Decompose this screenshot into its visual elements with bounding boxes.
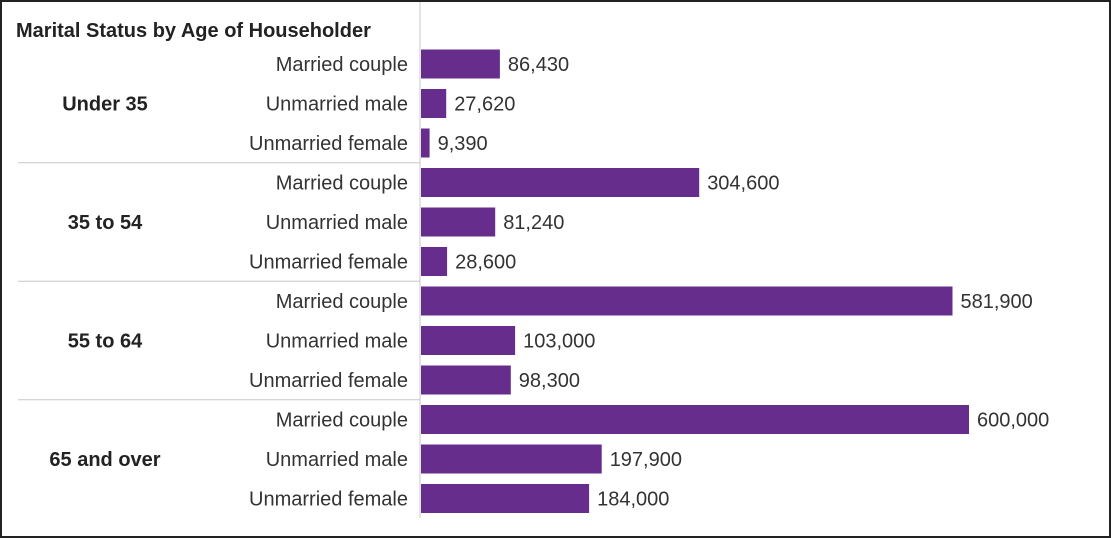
value-label: 197,900 [610,449,682,471]
bar [421,286,953,316]
category-label: Unmarried female [249,133,408,155]
category-label: Married couple [276,173,408,195]
bar [421,207,496,237]
value-label: 184,000 [597,489,669,511]
value-label: 9,390 [438,133,488,155]
bar [421,168,700,197]
bar [421,49,500,79]
bar [421,365,511,395]
bar [421,326,516,355]
value-label: 98,300 [519,370,580,392]
value-label: 81,240 [503,212,564,234]
category-label: Unmarried female [249,489,408,511]
value-label: 581,900 [961,291,1033,313]
group-label: 55 to 64 [68,331,143,353]
value-label: 304,600 [707,173,779,195]
group-label: 35 to 54 [68,212,143,234]
category-label: Unmarried male [266,212,408,234]
group-label: 65 and over [49,449,160,471]
bar [421,247,448,276]
category-label: Unmarried female [249,252,408,274]
group-label: Under 35 [62,94,148,116]
value-label: 600,000 [977,410,1049,432]
value-label: 86,430 [508,54,569,76]
chart-title: Marital Status by Age of Householder [16,20,371,42]
category-label: Married couple [276,291,408,313]
category-label: Unmarried male [266,449,408,471]
bar [421,484,590,513]
value-label: 103,000 [523,331,595,353]
bar [421,128,430,158]
bar [421,405,969,434]
category-label: Unmarried male [266,331,408,353]
category-label: Married couple [276,54,408,76]
bar [421,89,447,118]
value-label: 28,600 [455,252,516,274]
category-label: Unmarried male [266,94,408,116]
value-label: 27,620 [454,94,515,116]
category-label: Married couple [276,410,408,432]
bar [421,444,602,474]
chart-marks: Married couple 86,430 Unmarried male 27,620… [18,49,1049,513]
category-label: Unmarried female [249,370,408,392]
